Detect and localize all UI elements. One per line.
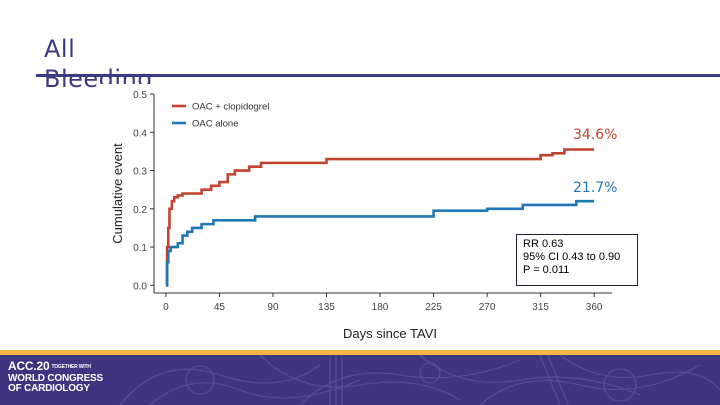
- legend-label-1: OAC alone: [192, 119, 238, 130]
- x-tick-label: 0: [163, 302, 169, 313]
- logo-of-cardiology: OF CARDIOLOGY: [8, 383, 90, 394]
- x-tick-label: 90: [267, 302, 279, 313]
- footer-pattern: [119, 355, 720, 405]
- stats-p: P = 0.011: [523, 264, 570, 276]
- logo-world-congress: WORLD CONGRESS: [8, 372, 103, 384]
- x-tick-label: 45: [214, 302, 226, 313]
- acc-wcc-logo: ACC.20 TOGETHER WITH WORLD CONGRESS OF CA…: [8, 359, 103, 395]
- logo-acc20: ACC.20: [8, 359, 50, 373]
- footer-band: ACC.20 TOGETHER WITH WORLD CONGRESS OF CA…: [0, 355, 720, 405]
- x-axis-label: Days since TAVI: [343, 326, 437, 341]
- series-line-oac-alone: [165, 199, 595, 287]
- series-line-oac-clopidogrel: [165, 148, 595, 287]
- stats-rr: RR 0.63: [523, 238, 564, 250]
- annotation-clopidogrel-rate: 34.6%: [573, 127, 618, 143]
- x-tick-label: 270: [479, 302, 496, 313]
- annotation-alone-rate: 21.7%: [573, 180, 618, 196]
- y-tick-label: 0.5: [133, 90, 147, 101]
- kaplan-meier-chart: 0.0 0.1 0.2 0.3 0.4 0.5 0 45 90 135 180 225 270 315 36…: [110, 90, 612, 341]
- y-tick-label: 0.4: [133, 128, 147, 139]
- x-tick-label: 360: [586, 302, 603, 313]
- y-tick-label: 0.3: [133, 167, 147, 178]
- logo-together-with: TOGETHER WITH: [51, 364, 91, 371]
- x-tick-label: 135: [318, 302, 335, 313]
- x-tick-label: 180: [372, 302, 389, 313]
- slide-title-line1: All: [44, 35, 76, 63]
- footer-stripe: [0, 350, 720, 355]
- y-tick-label: 0.2: [133, 205, 147, 216]
- stats-box: RR 0.63 95% CI 0.43 to 0.90 P = 0.011: [516, 234, 638, 286]
- y-tick-label: 0.0: [133, 281, 147, 292]
- x-tick-label: 225: [425, 302, 442, 313]
- title-rule: [36, 74, 720, 77]
- stats-ci: 95% CI 0.43 to 0.90: [523, 251, 621, 263]
- x-tick-label: 315: [532, 302, 549, 313]
- y-axis-label: Cumulative event: [110, 143, 125, 244]
- chart-panel: 0.0 0.1 0.2 0.3 0.4 0.5 0 45 90 135 180 225 270 315 36…: [100, 84, 620, 350]
- legend-label-0: OAC + clopidogrel: [192, 102, 269, 113]
- y-tick-label: 0.1: [133, 243, 147, 254]
